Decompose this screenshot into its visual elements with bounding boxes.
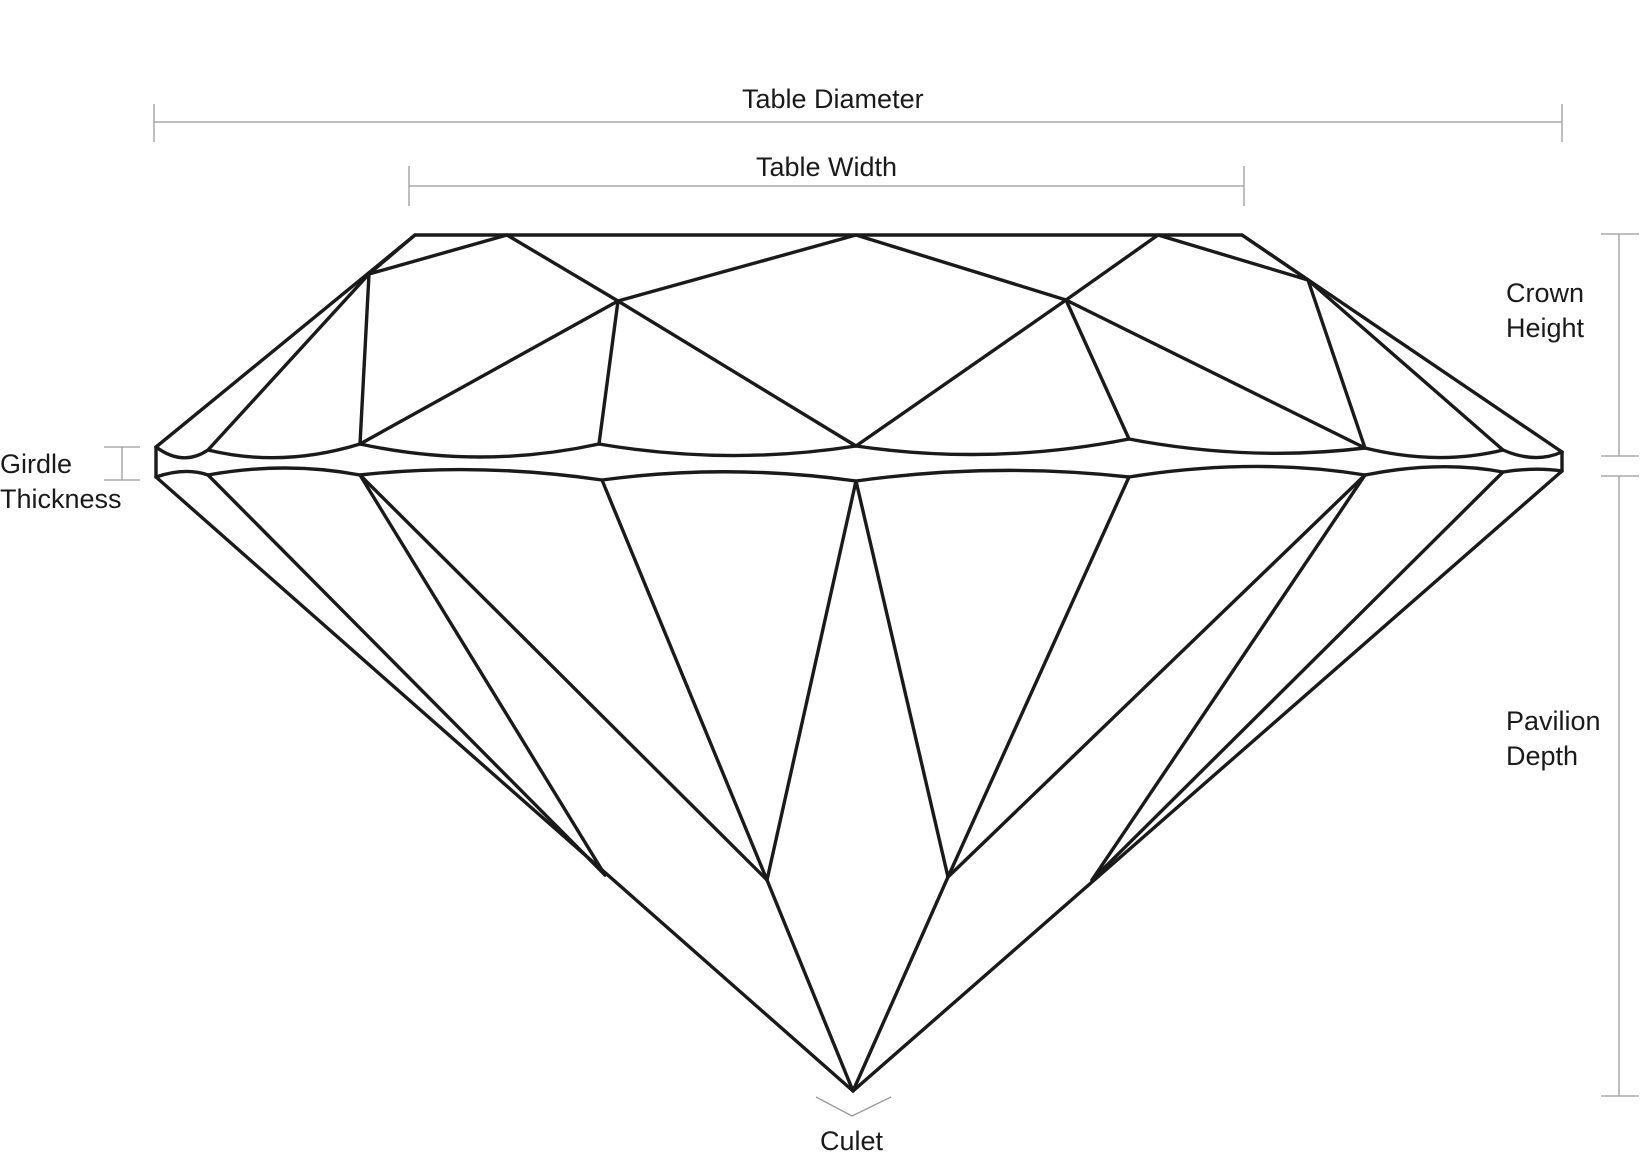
girdle-thickness-label-line1: Girdle bbox=[0, 449, 73, 479]
pavilion-depth-dimension bbox=[1601, 475, 1639, 1097]
crown-height-label: Crown Height bbox=[1506, 276, 1584, 346]
crown-height-label-line2: Height bbox=[1506, 313, 1585, 343]
pavilion-lower-girdle-right-3 bbox=[946, 475, 1131, 879]
crown-star-facets bbox=[367, 233, 1310, 303]
girdle-thickness-label: Girdle Thickness bbox=[0, 447, 122, 517]
crown-kite-left-2 bbox=[206, 272, 371, 452]
crown-kite-mid-left-2 bbox=[358, 299, 620, 446]
girdle-thickness-label-line2: Thickness bbox=[0, 484, 122, 514]
pavilion-depth-label-line2: Depth bbox=[1506, 741, 1579, 771]
crown-main-center-left bbox=[616, 299, 858, 448]
crown-height-label-line1: Crown bbox=[1506, 278, 1585, 308]
crown-main-center-right bbox=[854, 298, 1068, 448]
diamond-outline bbox=[154, 233, 1564, 1093]
pavilion-main-center-left bbox=[765, 479, 858, 882]
pavilion-lower-girdle-right-2 bbox=[1090, 473, 1367, 882]
culet-label: Culet bbox=[820, 1126, 884, 1156]
crown-kite-mid-right bbox=[1064, 298, 1131, 441]
table-width-dimension bbox=[408, 166, 1245, 206]
pavilion-main-center-right bbox=[854, 479, 950, 879]
pavilion-lower-girdle-right-1 bbox=[1090, 470, 1505, 882]
pavilion-depth-label: Pavilion Depth bbox=[1506, 704, 1601, 774]
girdle-thickness-dimension bbox=[104, 446, 140, 481]
crown-kite-mid-left bbox=[597, 299, 620, 446]
crown-kite-mid-right-2 bbox=[1064, 298, 1367, 450]
girdle-bottom-edge bbox=[154, 464, 1564, 483]
table-width-label: Table Width bbox=[756, 152, 898, 182]
crown-outline bbox=[154, 233, 1564, 454]
pavilion-lower-girdle-left-1 bbox=[206, 473, 607, 877]
crown-height-dimension bbox=[1601, 233, 1639, 457]
pavilion-lower-girdle-left-3 bbox=[600, 478, 769, 882]
pavilion-to-culet-left bbox=[765, 878, 855, 1093]
crown-kite-right-2 bbox=[1306, 278, 1505, 452]
crown-kite-left bbox=[358, 272, 371, 446]
dimension-lines bbox=[104, 104, 1639, 1117]
girdle-top-edge bbox=[154, 437, 1564, 460]
table-diameter-dimension bbox=[153, 104, 1563, 142]
table-diameter-label: Table Diameter bbox=[742, 84, 924, 114]
pavilion-main-left bbox=[358, 473, 769, 882]
pavilion-outline bbox=[154, 469, 1564, 1093]
crown-kite-right bbox=[1306, 278, 1367, 450]
pavilion-to-culet-right bbox=[851, 875, 950, 1093]
pavilion-main-right bbox=[946, 473, 1367, 879]
culet-pointer bbox=[815, 1096, 892, 1117]
pavilion-depth-label-line1: Pavilion bbox=[1506, 706, 1601, 736]
pavilion-lower-girdle-left-2 bbox=[358, 473, 607, 877]
